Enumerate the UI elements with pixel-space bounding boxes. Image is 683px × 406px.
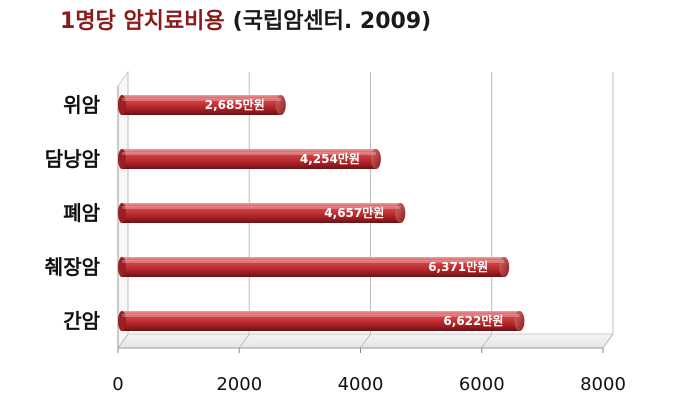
data-label: 6,371만원 [428,259,488,274]
category-label: 췌장암 [45,255,101,279]
bar-start-cap [118,149,126,169]
bar-body [122,149,376,169]
bar-highlight [122,152,376,155]
data-label: 6,622만원 [443,313,503,328]
category-label: 간암 [63,309,100,333]
data-label: 2,685만원 [205,97,265,112]
gridline-floor [602,333,614,349]
bar-end-cap [370,149,381,169]
data-label: 4,254만원 [300,151,360,166]
category-label: 위암 [63,93,100,117]
bar [118,311,525,331]
x-tick-label: 6000 [459,374,505,395]
bar-highlight [122,98,281,101]
bar-body [122,203,401,223]
data-label: 4,657만원 [324,205,384,220]
x-tick-label: 4000 [338,374,384,395]
category-label: 담낭암 [45,147,101,171]
bar-body [122,311,520,331]
bar-start-cap [118,257,126,277]
bar-highlight [122,206,401,209]
bar-body [122,95,281,115]
bar-start-cap [118,203,126,223]
bar [118,149,381,169]
bar-end-cap [275,95,286,115]
bar-start-cap [118,95,126,115]
category-label: 폐암 [63,201,100,225]
bar-highlight [122,260,505,263]
bar-end-cap [395,203,406,223]
bar-end-cap [499,257,510,277]
bar [118,203,406,223]
bar [118,257,510,277]
bar-body [122,257,505,277]
chart-title-main: 1명당 암치료비용 [60,9,225,34]
gridline-floor [117,333,129,349]
chart-title: 1명당 암치료비용 (국립암센터. 2009) [60,4,431,40]
bar [118,95,286,115]
gridline-floor [360,333,371,349]
bars [118,95,525,331]
chart-title-source: (국립암센터. 2009) [232,9,432,34]
gridline-floor [238,333,250,349]
x-tick-label: 8000 [580,374,626,395]
x-tick-label: 2000 [216,374,262,395]
bar-highlight [122,314,520,317]
x-tick-label: 0 [112,374,123,395]
bar-start-cap [118,311,126,331]
gridline-floor [481,333,493,349]
bar-end-cap [514,311,525,331]
